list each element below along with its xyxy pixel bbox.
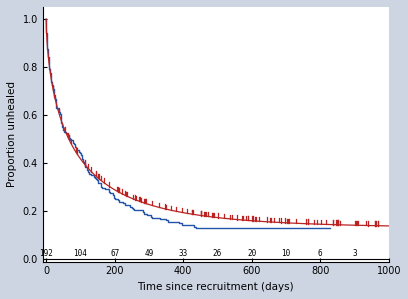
Text: 10: 10: [282, 249, 290, 258]
Text: 26: 26: [213, 249, 222, 258]
Text: 33: 33: [179, 249, 188, 258]
Text: 67: 67: [110, 249, 119, 258]
Text: 104: 104: [73, 249, 87, 258]
Text: 3: 3: [352, 249, 357, 258]
X-axis label: Time since recruitment (days): Time since recruitment (days): [137, 282, 294, 292]
Text: 49: 49: [144, 249, 153, 258]
Y-axis label: Proportion unhealed: Proportion unhealed: [7, 81, 17, 187]
Text: 192: 192: [39, 249, 53, 258]
Text: 20: 20: [247, 249, 256, 258]
Text: 6: 6: [318, 249, 323, 258]
